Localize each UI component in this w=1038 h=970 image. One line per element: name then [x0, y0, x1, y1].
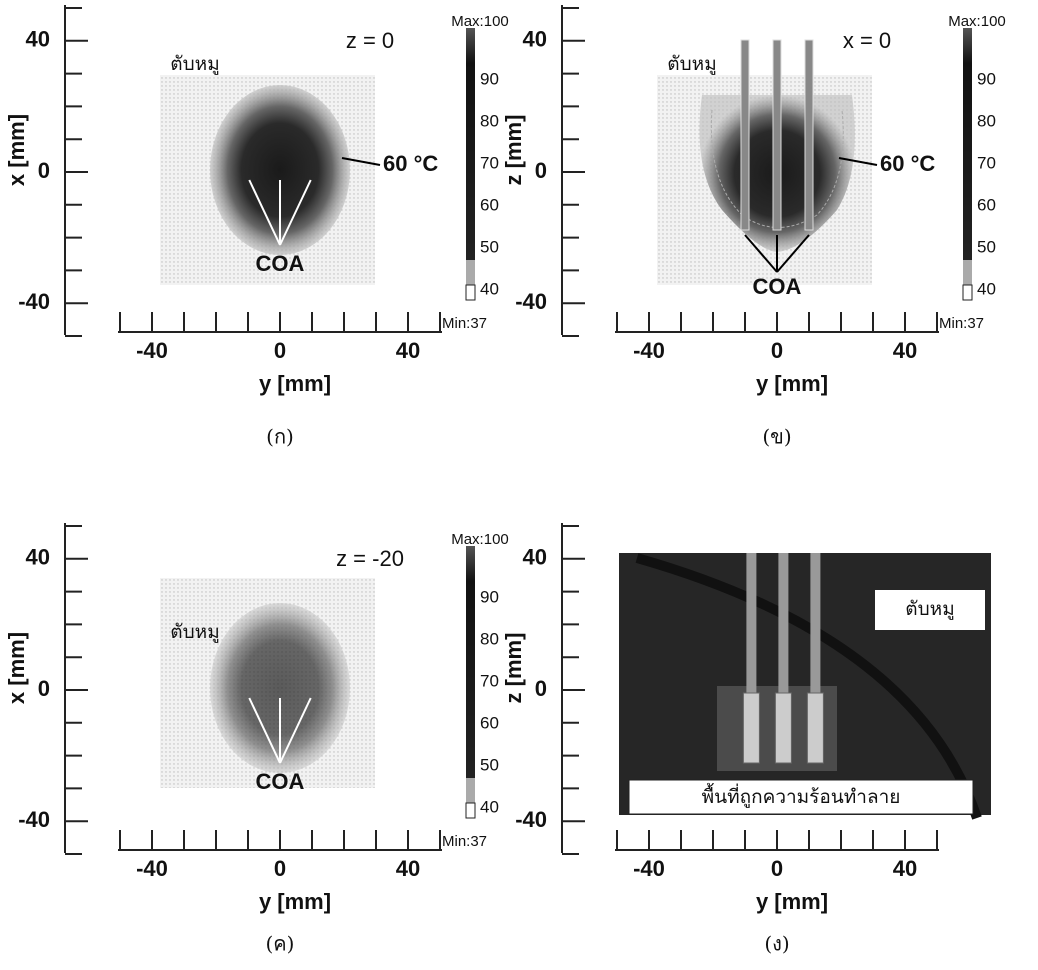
x-tick-label: -40: [633, 856, 665, 881]
colorbar-tick-label: 70: [480, 671, 499, 690]
y-axis-label: z [mm]: [501, 633, 526, 704]
isotherm-label: 60 °C: [880, 151, 935, 176]
colorbar-tick-label: 80: [977, 111, 996, 130]
y-tick-label: 0: [535, 676, 547, 701]
sample-label: ตับหมู: [667, 54, 716, 75]
colorbar-min: Min:37: [442, 833, 487, 850]
colorbar-tick-label: 70: [977, 153, 996, 172]
y-tick-label: 40: [523, 545, 547, 570]
y-axis-label: x [mm]: [4, 114, 29, 186]
caption: (ก): [266, 425, 294, 449]
target-label: COA: [256, 251, 305, 276]
panel: ตับหมู COA 60 °C z = 0 Max:100 Min:37 90 80 70 60…: [4, 5, 509, 449]
y-tick-label: 40: [26, 545, 50, 570]
needle: [778, 553, 788, 693]
caption: (ข): [762, 425, 791, 449]
y-tick-label: 0: [38, 158, 50, 183]
colorbar: [466, 778, 475, 803]
needle: [746, 553, 756, 693]
colorbar: [963, 285, 972, 300]
colorbar-tick-label: 50: [480, 755, 499, 774]
colorbar-tick-label: 40: [480, 279, 499, 298]
colorbar: [466, 260, 475, 285]
sample-label: ตับหมู: [905, 599, 954, 620]
panel: ตับหมู COA z = -20 Max:100 Min:37 90 80 70 60 50 4…: [4, 523, 509, 956]
y-tick-label: 0: [38, 676, 50, 701]
colorbar: [466, 546, 475, 778]
y-axis-label: x [mm]: [4, 632, 29, 704]
needle: [773, 40, 781, 230]
colorbar-max: Max:100: [451, 13, 509, 30]
figure: ตับหมู COA 60 °C z = 0 Max:100 Min:37 90 80 70 60…: [0, 0, 1038, 970]
x-axis-label: y [mm]: [259, 889, 331, 914]
needle: [810, 553, 820, 693]
colorbar: [466, 803, 475, 818]
caption: (ง): [764, 932, 789, 956]
colorbar-tick-label: 60: [977, 195, 996, 214]
colorbar-tick-label: 80: [480, 629, 499, 648]
caption: (ค): [266, 932, 295, 956]
panel-title: z = 0: [346, 28, 394, 53]
x-axis-label: y [mm]: [756, 371, 828, 396]
needle-tip: [807, 693, 823, 763]
colorbar-tick-label: 90: [977, 69, 996, 88]
isotherm-label: 60 °C: [383, 151, 438, 176]
y-tick-label: -40: [515, 807, 547, 832]
colorbar-tick-label: 50: [480, 237, 499, 256]
colorbar-max: Max:100: [451, 531, 509, 548]
colorbar-min: Min:37: [939, 315, 984, 332]
needle-tip: [743, 693, 759, 763]
x-tick-label: 40: [396, 856, 420, 881]
colorbar: [466, 285, 475, 300]
colorbar-tick-label: 40: [977, 279, 996, 298]
colorbar-tick-label: 40: [480, 797, 499, 816]
needle-tip: [775, 693, 791, 763]
y-axis-label: z [mm]: [501, 115, 526, 186]
y-tick-label: 40: [523, 27, 547, 52]
colorbar: [963, 28, 972, 260]
panel-title: z = -20: [336, 546, 404, 571]
needle: [741, 40, 749, 230]
colorbar-min: Min:37: [442, 315, 487, 332]
y-tick-label: -40: [515, 289, 547, 314]
target-label: COA: [753, 274, 802, 299]
sample-label: ตับหมู: [170, 54, 219, 75]
colorbar-tick-label: 80: [480, 111, 499, 130]
x-tick-label: -40: [136, 338, 168, 363]
y-tick-label: -40: [18, 807, 50, 832]
colorbar: [963, 260, 972, 285]
colorbar-tick-label: 50: [977, 237, 996, 256]
x-tick-label: -40: [633, 338, 665, 363]
panel-title: x = 0: [843, 28, 891, 53]
x-axis-label: y [mm]: [756, 889, 828, 914]
x-tick-label: 0: [771, 856, 783, 881]
sample-label: ตับหมู: [170, 622, 219, 643]
damage-label: พื้นที่ถูกความร้อนทำลาย: [702, 783, 901, 808]
panel: ตับหมูพื้นที่ถูกความร้อนทำลาย 40 0 -40 z [mm…: [501, 523, 991, 956]
colorbar-tick-label: 70: [480, 153, 499, 172]
target-label: COA: [256, 769, 305, 794]
colorbar-tick-label: 60: [480, 713, 499, 732]
colorbar: [466, 28, 475, 260]
x-tick-label: 40: [893, 338, 917, 363]
x-tick-label: 40: [396, 338, 420, 363]
x-tick-label: 40: [893, 856, 917, 881]
x-tick-label: 0: [274, 338, 286, 363]
x-axis-label: y [mm]: [259, 371, 331, 396]
colorbar-tick-label: 90: [480, 69, 499, 88]
colorbar-tick-label: 90: [480, 587, 499, 606]
panel: ตับหมู COA 60 °C x = 0 Max:100 Min:37 90 80 70 60…: [501, 5, 1006, 449]
colorbar-max: Max:100: [948, 13, 1006, 30]
y-tick-label: 0: [535, 158, 547, 183]
colorbar-tick-label: 60: [480, 195, 499, 214]
x-tick-label: 0: [274, 856, 286, 881]
y-tick-label: -40: [18, 289, 50, 314]
x-tick-label: 0: [771, 338, 783, 363]
needle: [805, 40, 813, 230]
y-tick-label: 40: [26, 27, 50, 52]
x-tick-label: -40: [136, 856, 168, 881]
